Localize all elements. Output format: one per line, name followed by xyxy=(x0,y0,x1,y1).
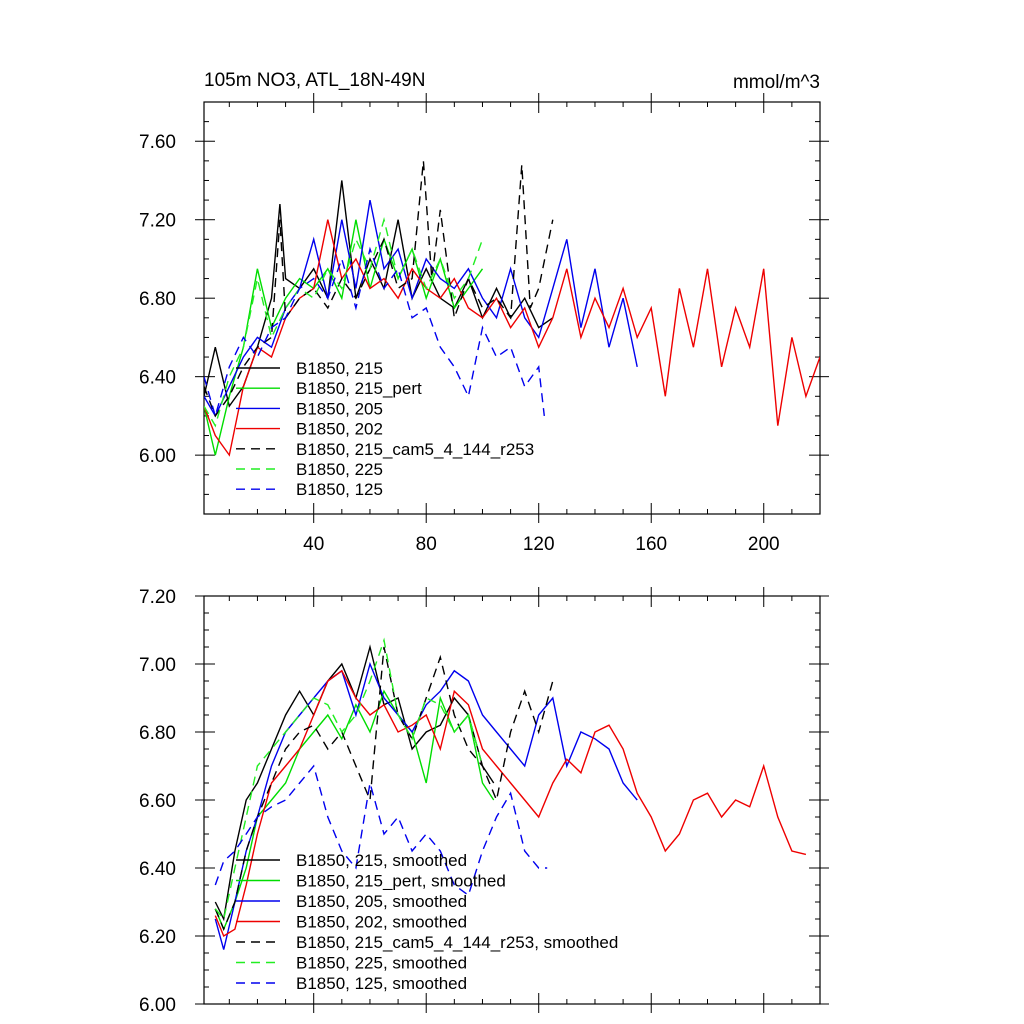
legend-label: B1850, 215_cam5_4_144_r253 xyxy=(296,440,534,459)
legend-label: B1850, 225, smoothed xyxy=(296,954,467,973)
legend-label: B1850, 215, smoothed xyxy=(296,851,467,870)
y-tick-label: 6.80 xyxy=(139,289,176,310)
legend-label: B1850, 125 xyxy=(296,480,383,499)
series-line-7 xyxy=(214,764,548,897)
series-line-1 xyxy=(204,180,554,408)
x-tick-label: 120 xyxy=(523,534,555,555)
y-tick-label: 7.20 xyxy=(139,211,176,232)
y-tick-label: 7.20 xyxy=(139,587,176,608)
y-tick-label: 6.40 xyxy=(139,859,176,880)
chart-panel-1: 40 80 120 160 200 6.00 6.40 6.80 7.20 7.60 105m NO… xyxy=(139,70,829,555)
x-tick-label: 200 xyxy=(748,534,780,555)
series-line-5 xyxy=(204,160,554,418)
x-tick-label: 160 xyxy=(635,534,667,555)
legend-label: B1850, 215_pert xyxy=(296,379,422,398)
legend-label: B1850, 205, smoothed xyxy=(296,892,467,911)
y-tick-label: 6.00 xyxy=(139,446,176,467)
series-line-2 xyxy=(214,689,495,932)
y-tick-label: 7.00 xyxy=(139,655,176,676)
x-tick-label: 80 xyxy=(416,534,437,555)
y-tick-label: 6.00 xyxy=(139,995,176,1016)
series-line-6 xyxy=(214,637,484,921)
y-tick-label: 6.40 xyxy=(139,368,176,389)
series-line-6 xyxy=(204,216,484,428)
chart-panel-2: 6.00 6.20 6.40 6.60 6.80 7.00 7.20 B1850, 215, … xyxy=(139,587,829,1016)
legend-label: B1850, 125, smoothed xyxy=(296,974,467,993)
legend-label: B1850, 225 xyxy=(296,460,383,479)
legend-label: B1850, 202, smoothed xyxy=(296,913,467,932)
legend-label: B1850, 215_cam5_4_144_r253, smoothed xyxy=(296,933,618,952)
y-tick-label: 7.60 xyxy=(139,132,176,153)
chart-title: 105m NO3, ATL_18N-49N xyxy=(204,70,425,91)
chart-units: mmol/m^3 xyxy=(733,72,820,93)
legend: B1850, 215, smoothed B1850, 215_pert, smo… xyxy=(236,851,618,993)
x-tick-label: 40 xyxy=(303,534,324,555)
y-tick-label: 6.20 xyxy=(139,927,176,948)
series-line-5 xyxy=(214,646,554,932)
legend-label: B1850, 205 xyxy=(296,399,383,418)
y-tick-label: 6.80 xyxy=(139,723,176,744)
legend-label: B1850, 202 xyxy=(296,420,383,439)
plot-frame xyxy=(203,101,821,515)
series-line-4 xyxy=(214,669,807,938)
legend-label: B1850, 215_pert, smoothed xyxy=(296,872,506,891)
y-tick-label: 6.60 xyxy=(139,791,176,812)
legend-label: B1850, 215 xyxy=(296,359,383,378)
series-line-7 xyxy=(204,246,545,419)
